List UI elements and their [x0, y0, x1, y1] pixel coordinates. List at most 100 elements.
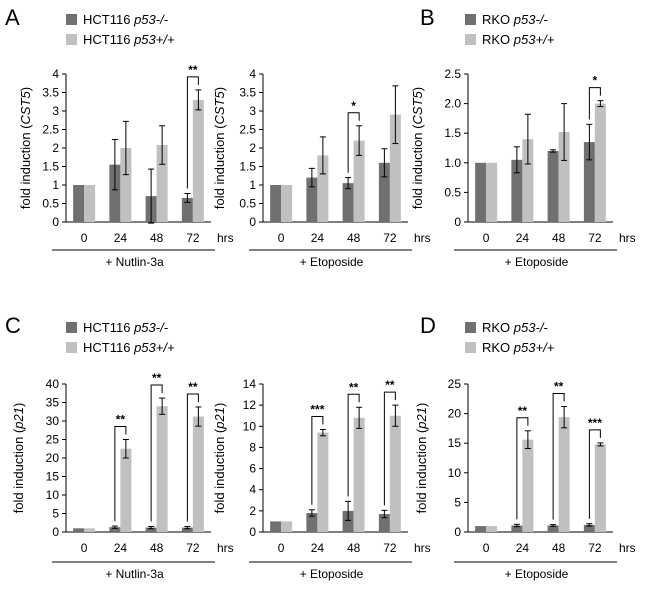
condition-label: + Etoposide: [505, 567, 569, 581]
legend-label: RKO p53+/+: [482, 32, 555, 47]
y-tick-label: 3.5: [42, 86, 59, 100]
bar-p53-wt-24h: [120, 148, 132, 222]
significance-label: **: [349, 380, 359, 394]
y-tick-label: 2.0: [444, 97, 461, 111]
x-tick-label: 48: [150, 231, 164, 245]
x-axis-unit: hrs: [414, 231, 431, 245]
y-tick-label: 4: [249, 67, 256, 81]
condition-label: + Etoposide: [300, 567, 364, 581]
legend-swatch: [66, 14, 77, 25]
y-axis-label: fold induction (CST5): [410, 87, 425, 209]
y-tick-label: 2.5: [42, 123, 59, 137]
x-axis-unit: hrs: [217, 231, 234, 245]
y-axis-label-suffix: ): [212, 403, 227, 407]
bar-p53-null-24h: [306, 512, 318, 532]
y-tick-label: 1.0: [444, 156, 461, 170]
bar-p53-null-48h: [342, 510, 354, 532]
panel-letter: C: [5, 313, 21, 338]
y-tick-label: 0: [454, 215, 461, 229]
y-tick-label: 1: [52, 178, 59, 192]
x-tick-label: 24: [516, 231, 530, 245]
legend-label-gene: p53-/-: [133, 12, 169, 27]
y-tick-label: 1.5: [42, 160, 59, 174]
panel-c1: C HCT116 p53-/-HCT116 p53+/+0510152025303…: [5, 313, 234, 581]
y-axis-label-prefix: fold induction (: [410, 124, 425, 209]
legend-label-cell: HCT116: [83, 32, 134, 47]
legend-swatch: [66, 322, 77, 333]
y-tick-label: 0.5: [444, 185, 461, 199]
panel-letter: B: [420, 5, 435, 30]
legend-label-cell: RKO: [482, 320, 514, 335]
y-axis-label-gene: CST5: [212, 91, 227, 125]
significance-bracket: [516, 417, 529, 520]
y-axis-label-suffix: ): [18, 87, 33, 91]
x-tick-label: 48: [150, 541, 164, 555]
legend-label: RKO p53-/-: [482, 12, 548, 27]
x-tick-label: 72: [186, 541, 200, 555]
bar-p53-null-0h: [270, 185, 282, 222]
y-axis-label-suffix: ): [410, 87, 425, 91]
condition-label: + Etoposide: [505, 255, 569, 269]
significance-label: *: [351, 99, 356, 113]
y-tick-label: 1.5: [444, 126, 461, 140]
condition-label: + Nutlin-3a: [105, 567, 164, 581]
legend-label-gene: p53-/-: [513, 12, 549, 27]
x-tick-label: 24: [516, 541, 530, 555]
y-tick-label: 0: [454, 525, 461, 539]
y-axis-label: fold induction (CST5): [18, 87, 33, 209]
bar-p53-wt-24h: [522, 139, 534, 222]
y-axis-label-gene: CST5: [18, 91, 33, 125]
y-tick-label: 2.5: [239, 123, 256, 137]
bar-p53-null-72h: [181, 197, 193, 222]
x-tick-label: 48: [552, 231, 566, 245]
x-tick-label: 72: [588, 541, 602, 555]
legend-label-cell: HCT116: [83, 12, 134, 27]
bar-p53-wt-72h: [594, 103, 606, 222]
bar-p53-null-24h: [109, 527, 121, 532]
y-tick-label: 35: [46, 396, 60, 410]
x-tick-label: 24: [114, 541, 128, 555]
x-axis-unit: hrs: [619, 231, 636, 245]
y-tick-label: 2: [249, 141, 256, 155]
legend-label-gene: p53+/+: [133, 340, 175, 355]
x-tick-label: 48: [552, 541, 566, 555]
y-axis-label-suffix: ): [414, 403, 429, 407]
x-tick-label: 48: [347, 231, 361, 245]
significance-bracket: [114, 426, 127, 522]
bar-p53-wt-48h: [156, 145, 168, 222]
y-tick-label: 12: [243, 398, 257, 412]
x-tick-label: 24: [311, 541, 325, 555]
y-tick-label: 1.5: [239, 160, 256, 174]
bar-p53-wt-48h: [558, 132, 570, 222]
x-tick-label: 0: [81, 231, 88, 245]
bar-p53-null-72h: [378, 514, 390, 532]
y-tick-label: 3.5: [239, 86, 256, 100]
legend-label-gene: p53+/+: [513, 32, 555, 47]
x-tick-label: 24: [114, 231, 128, 245]
legend-label: HCT116 p53+/+: [83, 32, 175, 47]
y-tick-label: 10: [243, 419, 257, 433]
x-tick-label: 0: [483, 541, 490, 555]
significance-label: **: [188, 380, 198, 394]
y-tick-label: 5: [52, 507, 59, 521]
legend-label: HCT116 p53-/-: [83, 320, 169, 335]
bar-p53-wt-72h: [192, 99, 204, 222]
y-tick-label: 4: [249, 483, 256, 497]
legend-label-gene: p53+/+: [513, 340, 555, 355]
bar-p53-wt-0h: [281, 185, 293, 222]
y-tick-label: 40: [46, 377, 60, 391]
bar-p53-null-72h: [378, 162, 390, 222]
bar-p53-null-48h: [547, 525, 559, 532]
bar-p53-null-0h: [73, 185, 85, 222]
bar-p53-null-48h: [145, 527, 157, 532]
bar-p53-null-24h: [511, 525, 523, 532]
significance-bracket: [150, 384, 163, 522]
legend-label-cell: RKO: [482, 32, 514, 47]
legend-label-cell: RKO: [482, 340, 514, 355]
legend-swatch: [66, 342, 77, 353]
legend-swatch: [465, 34, 476, 45]
significance-label: **: [188, 63, 198, 77]
x-tick-label: 0: [483, 231, 490, 245]
significance-label: **: [518, 404, 528, 418]
